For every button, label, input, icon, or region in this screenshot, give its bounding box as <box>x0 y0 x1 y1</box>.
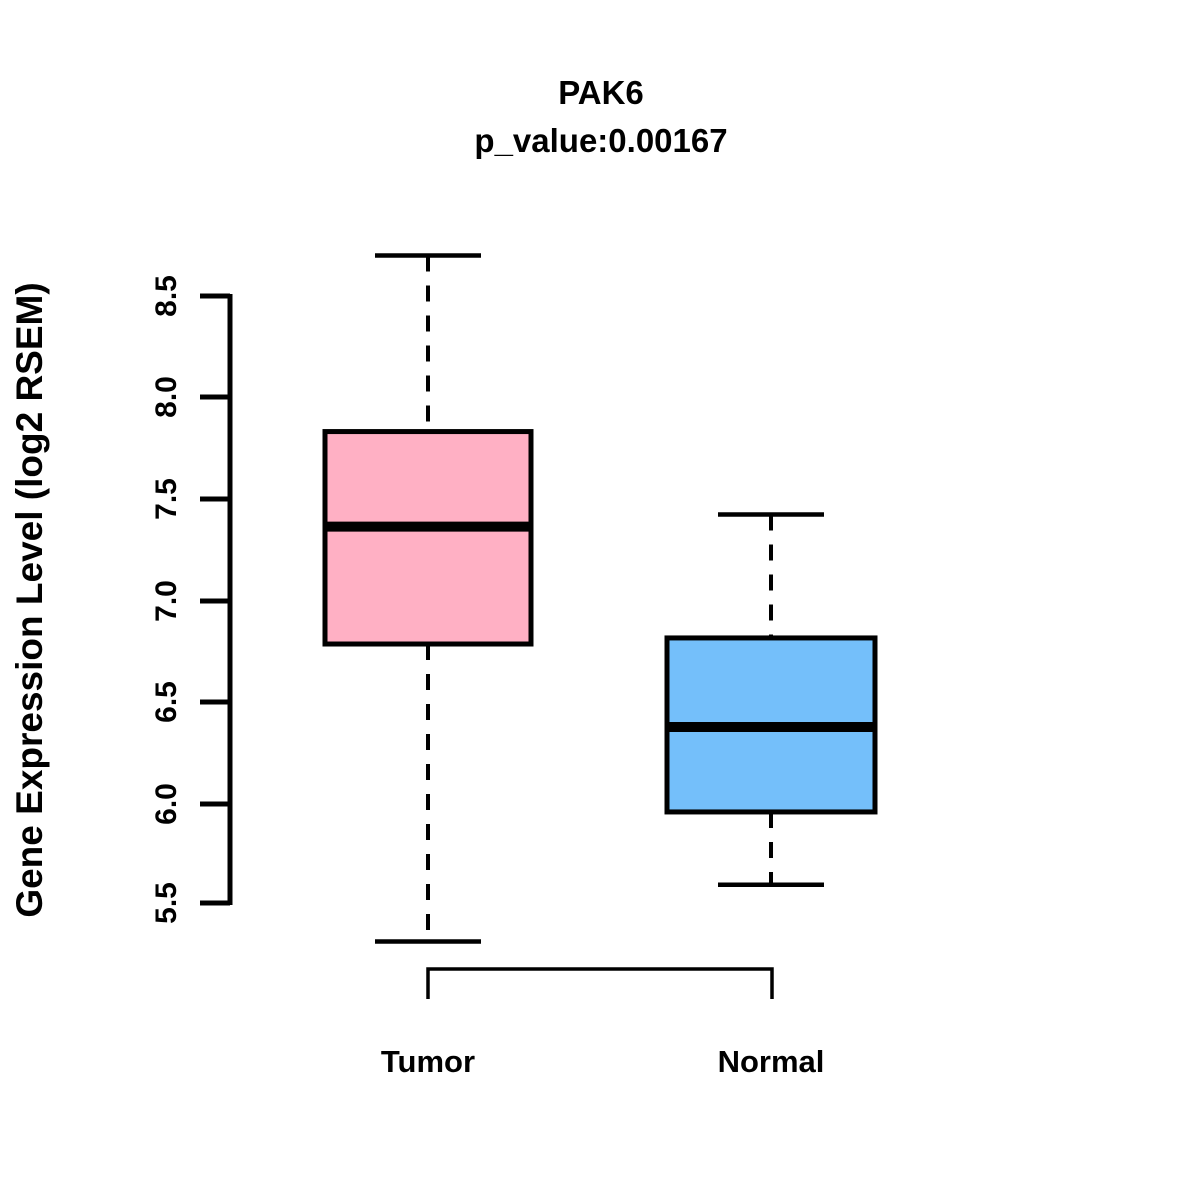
x-category-label-tumor: Tumor <box>381 1044 475 1079</box>
y-tick-label-8.0: 8.0 <box>150 376 183 418</box>
y-tick-label-6.0: 6.0 <box>150 783 183 825</box>
y-axis-title: Gene Expression Level (log2 RSEM) <box>9 282 50 917</box>
y-tick-label-7.0: 7.0 <box>150 580 183 622</box>
box-tumor[interactable] <box>322 253 534 944</box>
y-axis: 8.5 8.0 7.5 7.0 6.5 6.0 5.5 <box>150 275 233 924</box>
box-normal[interactable] <box>664 512 878 888</box>
y-tick-label-6.5: 6.5 <box>150 681 183 723</box>
y-tick-label-5.5: 5.5 <box>150 882 183 924</box>
x-category-label-normal: Normal <box>718 1044 825 1079</box>
chart-title: PAK6 <box>558 74 644 111</box>
box-body-tumor[interactable] <box>322 429 534 647</box>
y-tick-label-8.5: 8.5 <box>150 275 183 317</box>
chart-subtitle: p_value:0.00167 <box>474 122 727 159</box>
y-tick-label-7.5: 7.5 <box>150 478 183 520</box>
comparison-bracket <box>426 967 774 999</box>
